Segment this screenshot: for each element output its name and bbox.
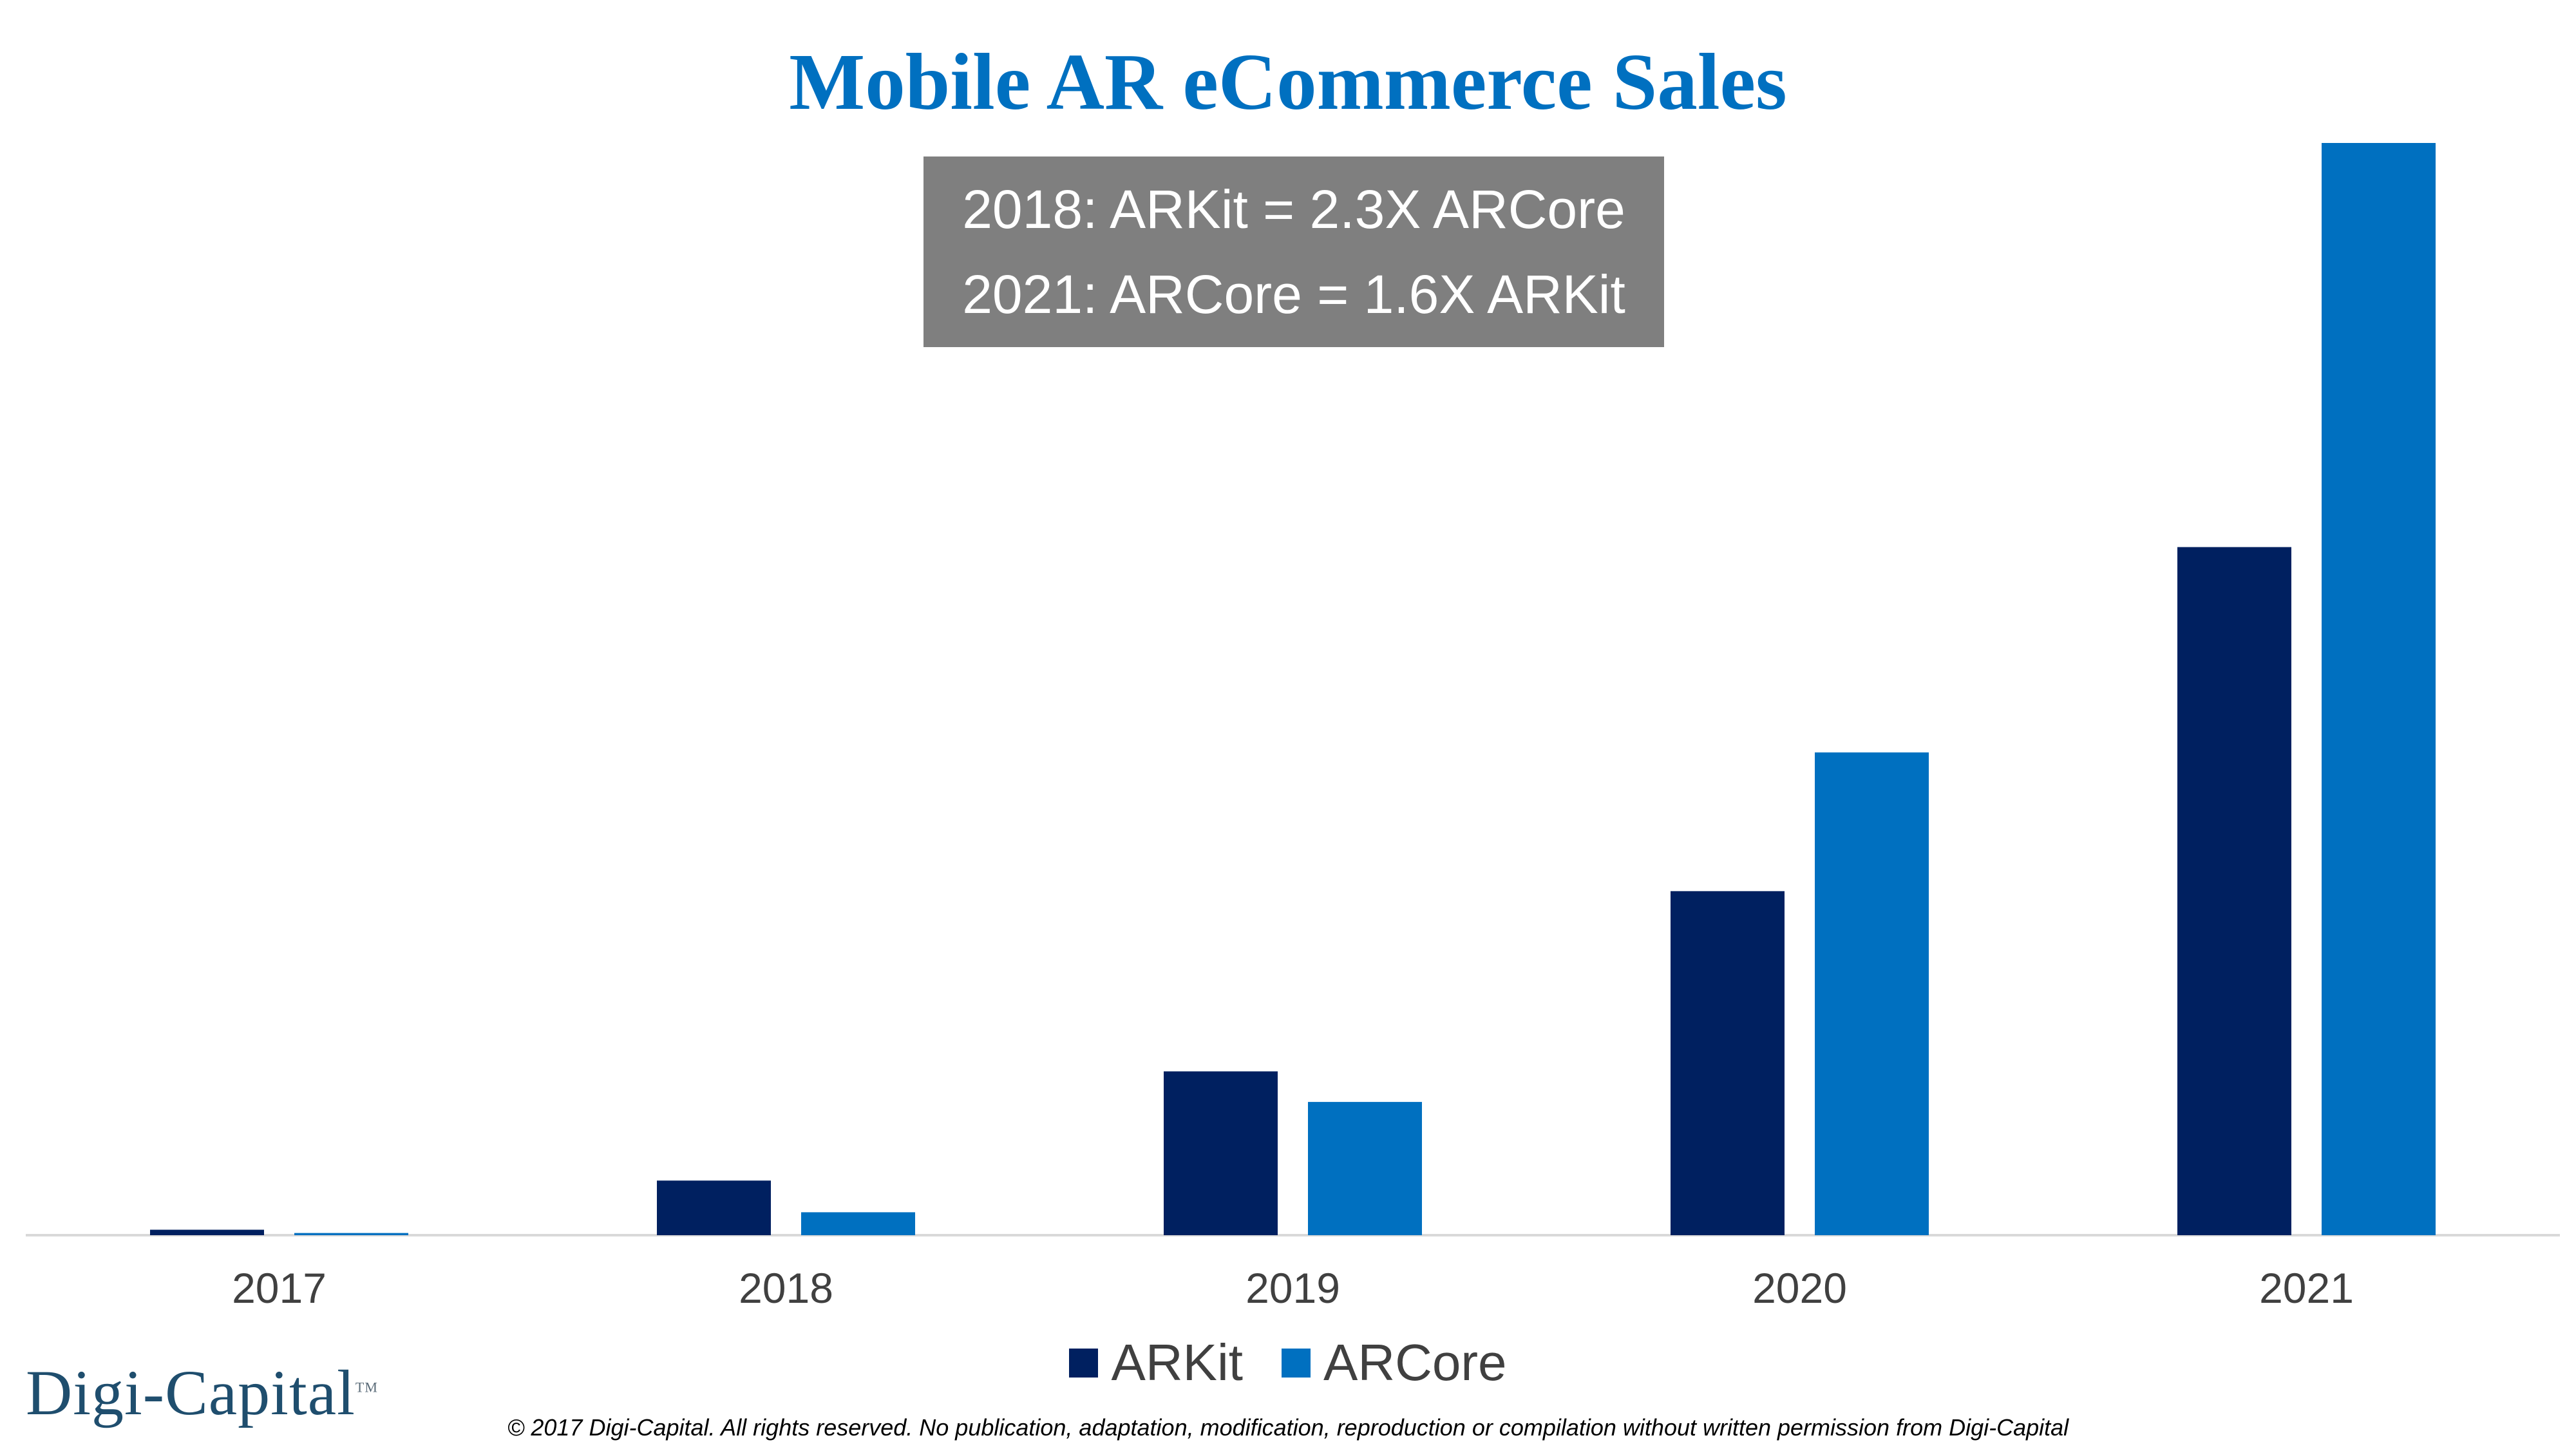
bar-arcore-2019: [1308, 1102, 1422, 1235]
bar-arkit-2019: [1164, 1071, 1278, 1235]
x-tick-label-2018: 2018: [739, 1264, 833, 1312]
x-tick-label-2017: 2017: [232, 1264, 327, 1312]
chart-title: Mobile AR eCommerce Sales: [789, 38, 1787, 127]
legend-item-arkit: ARKit: [1069, 1333, 1243, 1392]
digi-capital-logo: Digi-CapitalTM: [26, 1356, 378, 1430]
bar-arcore-2017: [294, 1233, 408, 1235]
legend-label-arcore: ARCore: [1323, 1334, 1507, 1391]
bar-arkit-2021: [2177, 547, 2291, 1235]
x-tick-label-2019: 2019: [1245, 1264, 1340, 1312]
callout-box: 2018: ARKit = 2.3X ARCore 2021: ARCore =…: [923, 156, 1664, 347]
legend-swatch-arkit: [1069, 1348, 1099, 1378]
bar-arcore-2021: [2322, 143, 2436, 1235]
legend-label-arkit: ARKit: [1111, 1334, 1243, 1391]
bar-arcore-2018: [801, 1212, 915, 1235]
x-tick-label-2021: 2021: [2259, 1264, 2354, 1312]
bar-arkit-2018: [657, 1180, 771, 1235]
legend-item-arcore: ARCore: [1281, 1333, 1507, 1392]
bar-arkit-2017: [150, 1229, 264, 1235]
x-tick-label-2020: 2020: [1752, 1264, 1847, 1312]
bars-group: [150, 143, 2436, 1235]
legend-swatch-arcore: [1281, 1348, 1311, 1378]
bar-arcore-2020: [1815, 752, 1929, 1235]
callout-line-1: 2018: ARKit = 2.3X ARCore: [962, 179, 1625, 240]
callout-line-2: 2021: ARCore = 1.6X ARKit: [962, 264, 1625, 325]
logo-text: Digi-Capital: [26, 1357, 355, 1428]
legend: ARKit ARCore: [0, 1333, 2576, 1392]
copyright-footer: © 2017 Digi-Capital. All rights reserved…: [507, 1414, 2069, 1441]
logo-trademark: TM: [355, 1379, 378, 1396]
bar-arkit-2020: [1671, 891, 1785, 1235]
x-tick-labels: 2017 2018 2019 2020 2021: [232, 1264, 2354, 1312]
